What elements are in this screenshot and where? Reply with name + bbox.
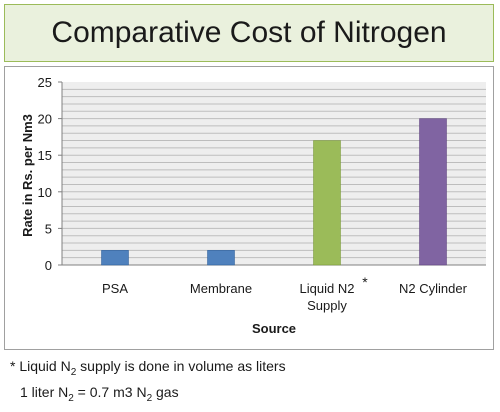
footnote-conversion: 1 liter N2 = 0.7 m3 N2 gas [20, 384, 179, 404]
bar [419, 118, 447, 266]
bar [313, 140, 341, 266]
x-tick-label: N2 Cylinder [399, 281, 468, 296]
y-tick-label: 0 [45, 258, 52, 273]
footnote-text: = 0.7 m3 N [73, 384, 147, 400]
annotation-asterisk: * [362, 274, 368, 290]
footnote-text: 1 liter N [20, 384, 69, 400]
y-tick-label: 25 [38, 75, 52, 90]
bar-chart: 0 5 10 15 20 25 PSA Membrane Liquid N2 Supply N2 C… [20, 75, 486, 336]
footnote-text: gas [152, 384, 179, 400]
bar [101, 250, 129, 266]
y-tick-label: 20 [38, 112, 52, 127]
x-tick-label: PSA [102, 281, 128, 296]
footnote-liquid-supply: * Liquid N2 supply is done in volume as … [10, 358, 286, 378]
footnote-subscript: 2 [146, 392, 153, 404]
x-tick-label: Membrane [190, 281, 252, 296]
x-tick-label: Liquid N2 [300, 281, 355, 296]
footnote-text: * Liquid N [10, 358, 71, 374]
plot-background [62, 82, 486, 265]
footnote-subscript: 2 [68, 392, 74, 404]
y-axis-title: Rate in Rs. per Nm3 [20, 114, 35, 237]
chart-title-box: Comparative Cost of Nitrogen [4, 4, 494, 62]
chart-title: Comparative Cost of Nitrogen [51, 16, 447, 49]
y-tick-label: 10 [38, 185, 52, 200]
y-tick-label: 5 [45, 221, 52, 236]
y-tick-label: 15 [38, 148, 52, 163]
x-tick-label: Supply [307, 298, 347, 313]
x-axis-title: Source [252, 321, 296, 336]
bar [207, 250, 235, 266]
footnote-text: supply is done in volume as liters [76, 358, 286, 374]
footnote-subscript: 2 [70, 366, 77, 378]
